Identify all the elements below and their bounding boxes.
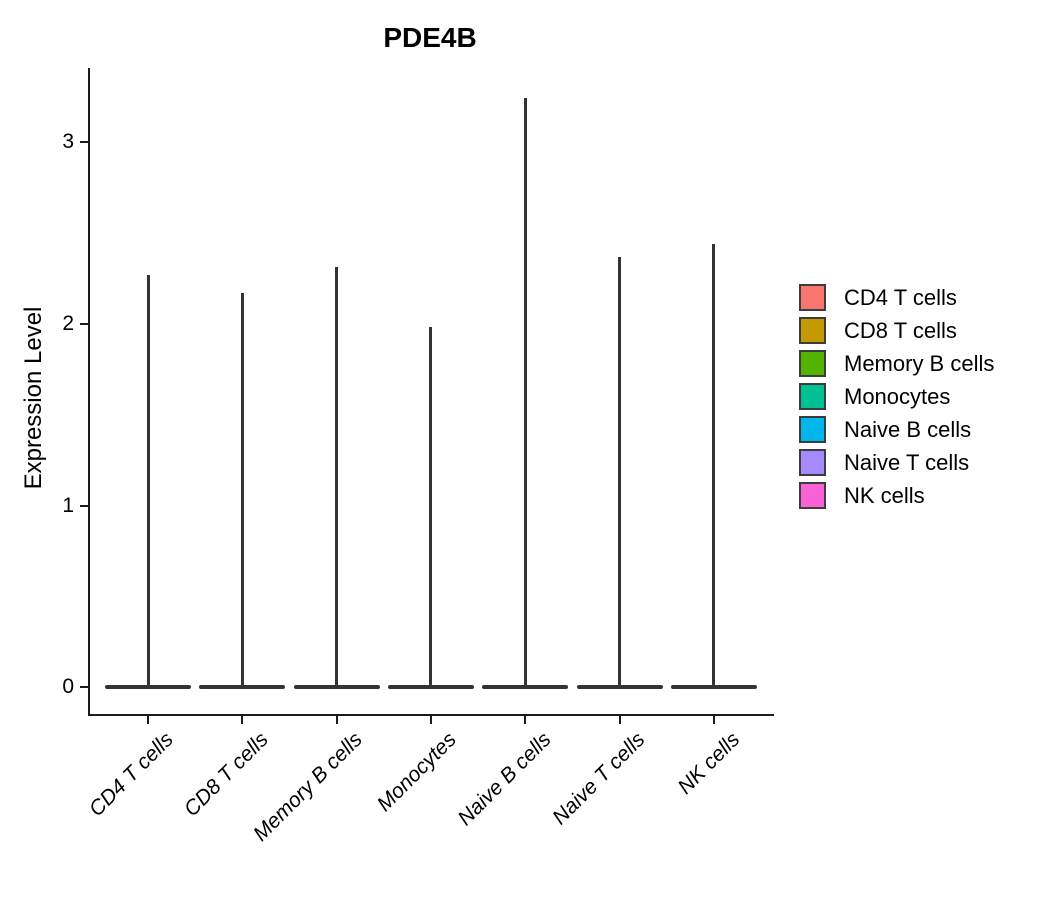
legend-color-swatch <box>799 284 826 311</box>
plot-title: PDE4B <box>383 22 477 53</box>
legend-color-swatch <box>799 449 826 476</box>
violin-base-naive-t-cells <box>576 685 663 690</box>
x-tick-label: NK cells <box>673 728 745 799</box>
plot-panel <box>88 68 774 716</box>
violin-spike-cd4-t-cells <box>146 274 150 690</box>
legend-label: Monocytes <box>844 383 951 409</box>
y-axis-title: Expression Level <box>20 306 47 490</box>
violin-spike-naive-t-cells <box>618 256 622 690</box>
x-tick-label: Naive B cells <box>453 728 556 831</box>
legend-label: Naive B cells <box>844 416 972 442</box>
x-tick-mark <box>147 716 149 724</box>
y-tick-label: 3 <box>62 130 74 153</box>
x-tick-mark <box>429 716 432 724</box>
x-tick-mark <box>524 716 527 724</box>
y-tick-mark <box>80 686 88 689</box>
y-tick-mark <box>80 504 88 507</box>
legend-label: NK cells <box>844 482 925 508</box>
legend-item-cd8-t-cells: CD8 T cells <box>799 317 994 344</box>
legend-label: CD4 T cells <box>844 284 957 310</box>
violin-base-nk-cells <box>670 685 757 690</box>
x-tick-label: Naive T cells <box>548 728 650 830</box>
y-tick-mark <box>80 322 88 325</box>
y-tick-label: 1 <box>62 493 74 517</box>
x-tick-mark <box>712 716 715 724</box>
violin-spike-memory-b-cells <box>335 267 339 690</box>
violin-base-cd8-t-cells <box>199 685 286 690</box>
legend-label: Naive T cells <box>844 449 970 475</box>
legend-item-cd4-t-cells: CD4 T cells <box>799 284 994 311</box>
violin-base-memory-b-cells <box>293 685 380 690</box>
y-tick-label: 2 <box>62 311 74 335</box>
x-tick-label: CD8 T cells <box>179 728 273 822</box>
x-tick-mark <box>241 716 244 724</box>
violin-spike-monocytes <box>429 327 433 690</box>
violin-base-cd4-t-cells <box>105 685 191 690</box>
legend-color-swatch <box>799 383 826 410</box>
violin-spike-nk-cells <box>712 243 716 690</box>
x-tick-label: Monocytes <box>373 728 462 817</box>
legend-item-naive-b-cells: Naive B cells <box>799 416 994 443</box>
legend: CD4 T cells CD8 T cells Memory B cells Mono… <box>799 284 994 509</box>
violin-base-naive-b-cells <box>482 685 569 690</box>
legend-item-memory-b-cells: Memory B cells <box>799 350 994 377</box>
legend-color-swatch <box>799 416 826 443</box>
legend-label: Memory B cells <box>844 350 995 376</box>
x-tick-label: CD4 T cells <box>85 728 179 822</box>
violin-spike-naive-b-cells <box>523 98 527 690</box>
legend-item-monocytes: Monocytes <box>799 383 994 410</box>
violin-spike-cd8-t-cells <box>240 292 244 690</box>
legend-label: CD8 T cells <box>844 317 957 343</box>
x-tick-mark <box>618 716 621 724</box>
y-tick-label: 0 <box>62 675 74 699</box>
legend-color-swatch <box>799 350 826 377</box>
y-tick-mark <box>80 141 88 143</box>
legend-color-swatch <box>799 317 826 344</box>
violin-base-monocytes <box>387 685 474 690</box>
legend-item-nk-cells: NK cells <box>799 482 994 509</box>
legend-color-swatch <box>799 482 826 509</box>
legend-item-naive-t-cells: Naive T cells <box>799 449 994 476</box>
x-tick-mark <box>335 716 338 724</box>
